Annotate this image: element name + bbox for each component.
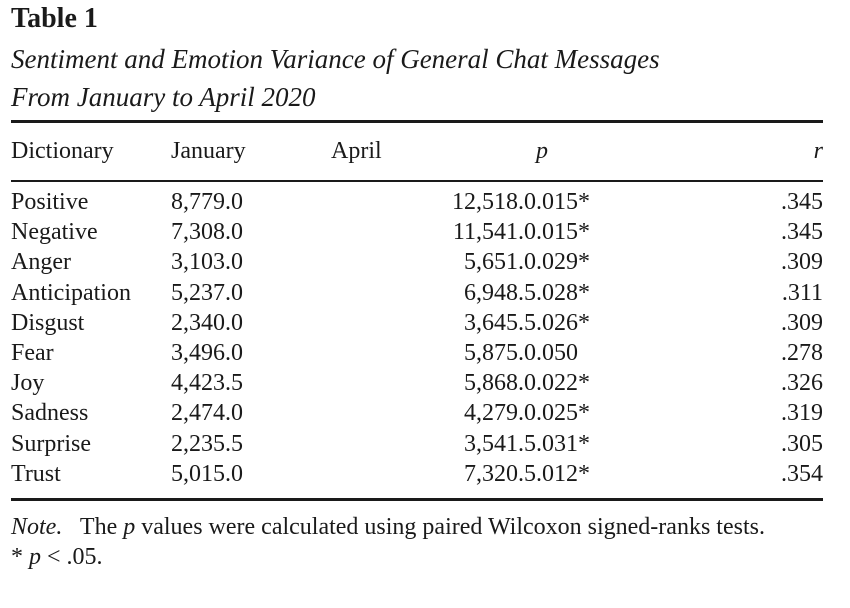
cell-dictionary: Trust [11, 460, 61, 487]
table-row: Positive 8,779.0 12,518.0.015* .345 [11, 187, 823, 217]
cell-april: 4,279.0 [331, 398, 536, 428]
cell-p: .022* [536, 370, 590, 397]
cell-p: .025* [536, 400, 590, 427]
cell-r: .354 [781, 460, 823, 487]
cell-april-value: 12,518.0 [452, 189, 536, 216]
cell-january: 3,496.0 [171, 340, 243, 367]
cell-january: 5,237.0 [171, 279, 243, 306]
cell-p: .050 [536, 340, 578, 367]
table-row: Surprise 2,235.5 3,541.5.031* .305 [11, 429, 823, 459]
note-text-before: The [79, 514, 118, 540]
cell-january: 8,779.0 [171, 189, 243, 216]
cell-april: 11,541.0 [331, 217, 536, 247]
cell-april: 6,948.5 [331, 278, 536, 308]
table-row: Negative 7,308.0 11,541.0.015* .345 [11, 217, 823, 247]
cell-april: 5,651.0 [331, 247, 536, 277]
table-row: Fear 3,496.0 5,875.0.050 .278 [11, 338, 823, 368]
table-title-line-2: From January to April 2020 [11, 82, 316, 112]
note-text-after: values were calculated using paired Wilc… [141, 514, 765, 540]
cell-dictionary: Joy [11, 370, 45, 397]
table-header-rule [11, 180, 823, 182]
table-row: Trust 5,015.0 7,320.5.012* .354 [11, 459, 823, 489]
cell-dictionary: Positive [11, 189, 89, 216]
cell-r: .309 [781, 249, 823, 276]
cell-january: 7,308.0 [171, 219, 243, 246]
cell-april-value: 3,645.5 [464, 309, 536, 336]
cell-r: .319 [781, 400, 823, 427]
table-title: Sentiment and Emotion Variance of Genera… [11, 40, 831, 116]
cell-r: .278 [781, 340, 823, 367]
cell-april-value: 3,541.5 [464, 430, 536, 457]
significance-note: * p < .05. [11, 542, 823, 572]
cell-april: 3,541.5 [331, 429, 536, 459]
column-header-dictionary: Dictionary [11, 138, 114, 164]
cell-january: 2,235.5 [171, 430, 243, 457]
sig-prefix: * [11, 544, 29, 570]
cell-april: 5,875.0 [331, 338, 536, 368]
cell-p: .026* [536, 309, 590, 336]
table-notes: Note. The p values were calculated using… [11, 512, 823, 572]
cell-p: .015* [536, 219, 590, 246]
table-label: Table 1 [11, 3, 98, 34]
column-header-r: r [813, 138, 823, 164]
note-paragraph: Note. The p values were calculated using… [11, 512, 823, 542]
cell-dictionary: Anticipation [11, 279, 131, 306]
cell-january: 3,103.0 [171, 249, 243, 276]
cell-p: .012* [536, 460, 590, 487]
cell-april-value: 5,868.0 [464, 370, 536, 397]
table-title-line-1: Sentiment and Emotion Variance of Genera… [11, 44, 660, 74]
table-row: Disgust 2,340.0 3,645.5.026* .309 [11, 308, 823, 338]
table-header-row: Dictionary January April p r [11, 123, 823, 180]
cell-p: .028* [536, 279, 590, 306]
sig-p-symbol: p [29, 544, 41, 570]
cell-r: .305 [781, 430, 823, 457]
cell-april: 5,868.0 [331, 368, 536, 398]
table-row: Anger 3,103.0 5,651.0.029* .309 [11, 247, 823, 277]
cell-january: 2,474.0 [171, 400, 243, 427]
cell-april-value: 4,279.0 [464, 400, 536, 427]
cell-r: .345 [781, 189, 823, 216]
column-header-january: January [171, 138, 246, 164]
cell-dictionary: Surprise [11, 430, 91, 457]
cell-january: 4,423.5 [171, 370, 243, 397]
cell-dictionary: Anger [11, 249, 71, 276]
cell-april: 3,645.5 [331, 308, 536, 338]
cell-dictionary: Disgust [11, 309, 85, 336]
table-body: Positive 8,779.0 12,518.0.015* .345 Negative… [11, 187, 823, 489]
cell-january: 2,340.0 [171, 309, 243, 336]
cell-april-value: 5,875.0 [464, 340, 536, 367]
cell-january: 5,015.0 [171, 460, 243, 487]
cell-r: .311 [781, 279, 823, 306]
table-bottom-rule [11, 498, 823, 501]
cell-p: .015* [536, 189, 590, 216]
cell-dictionary: Negative [11, 219, 98, 246]
cell-dictionary: Sadness [11, 400, 89, 427]
column-header-april: April [331, 138, 382, 164]
note-p-symbol: p [123, 514, 136, 540]
note-label: Note. [11, 514, 63, 540]
table-row: Anticipation 5,237.0 6,948.5.028* .311 [11, 278, 823, 308]
cell-r: .309 [781, 309, 823, 336]
column-header-p: p [536, 138, 548, 164]
cell-dictionary: Fear [11, 340, 54, 367]
cell-p: .031* [536, 430, 590, 457]
sig-rest: < .05. [41, 544, 103, 570]
table-row: Joy 4,423.5 5,868.0.022* .326 [11, 368, 823, 398]
cell-april: 7,320.5 [331, 459, 536, 489]
cell-r: .345 [781, 219, 823, 246]
cell-april-value: 7,320.5 [464, 460, 536, 487]
cell-april-value: 5,651.0 [464, 249, 536, 276]
cell-p: .029* [536, 249, 590, 276]
cell-april-value: 11,541.0 [452, 219, 536, 246]
table-row: Sadness 2,474.0 4,279.0.025* .319 [11, 398, 823, 428]
cell-r: .326 [781, 370, 823, 397]
table-top-rule [11, 120, 823, 123]
data-table: Dictionary January April p r Positive 8,7… [11, 123, 823, 489]
cell-april-value: 6,948.5 [464, 279, 536, 306]
cell-april: 12,518.0 [331, 187, 536, 217]
